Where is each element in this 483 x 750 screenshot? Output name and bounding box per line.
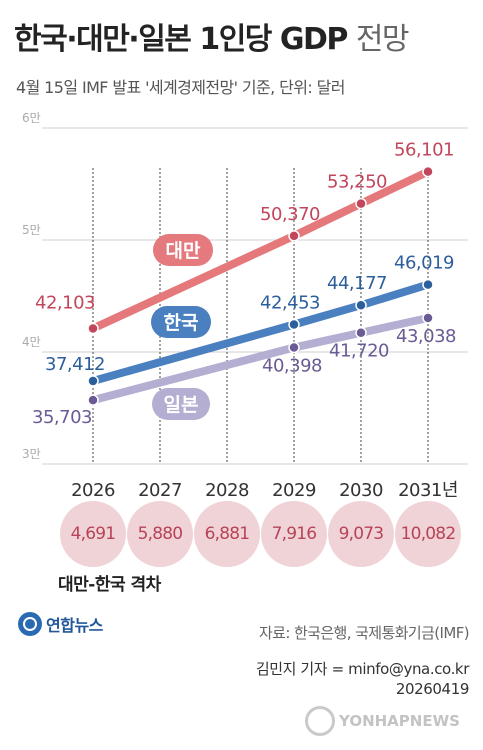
data-point-일본 — [355, 326, 367, 339]
gap-value-label: 9,073 — [338, 524, 384, 544]
y-tick-label: 3만 — [22, 447, 41, 461]
series-line-한국 — [89, 280, 432, 385]
gap-value-label: 5,880 — [137, 524, 183, 544]
legend-label-일본: 일본 — [164, 394, 199, 416]
byline: 김민지 기자 = minfo@yna.co.kr 20260419 — [255, 659, 470, 699]
gap-circle — [261, 501, 327, 567]
series-line-일본 — [89, 313, 432, 405]
legend-pill-대만 — [153, 234, 213, 266]
series-line-대만 — [89, 167, 432, 333]
chart-subtitle: 4월 15일 IMF 발표 '세계경제전망' 기준, 단위: 달러 — [16, 78, 345, 97]
data-label-일본: 40,398 — [262, 356, 322, 377]
title-suffix: 전망 — [355, 22, 410, 57]
data-point-한국 — [355, 299, 367, 311]
data-point-한국 — [422, 278, 434, 291]
data-label-한국: 42,453 — [260, 293, 320, 314]
gap-circle — [127, 501, 193, 567]
x-tick-label: 2028 — [205, 480, 249, 501]
watermark: YONHAPNEWS — [305, 706, 460, 736]
yonhap-logo: 연합뉴스 — [18, 612, 103, 636]
y-tick-label: 4만 — [22, 335, 41, 349]
data-point-일본 — [288, 341, 300, 354]
y-tick-label: 5만 — [22, 223, 41, 237]
watermark-logo-icon — [305, 706, 335, 736]
byline-date: 20260419 — [395, 680, 470, 698]
chart-title: 한국·대만·일본 1인당 GDP 전망 — [14, 14, 410, 58]
legend-label-한국: 한국 — [164, 312, 199, 334]
data-point-대만 — [87, 322, 99, 335]
line-chart: 3만 4만 5만 6만 2026 2027 2028 2029 2030 2031년 42,103 5… — [22, 111, 468, 501]
data-label-대만: 53,250 — [327, 172, 387, 193]
data-label-대만: 50,370 — [260, 204, 320, 225]
data-label-일본: 41,720 — [329, 341, 389, 362]
x-tick-label: 2026 — [71, 480, 115, 501]
gap-value-label: 7,916 — [271, 524, 317, 544]
x-tick-label: 2027 — [138, 480, 182, 501]
data-label-일본: 43,038 — [396, 326, 456, 347]
data-point-대만 — [355, 197, 367, 210]
data-label-대만: 56,101 — [394, 140, 454, 161]
byline-author: 김민지 기자 = minfo@yna.co.kr — [255, 660, 470, 678]
data-label-한국: 37,412 — [45, 354, 105, 375]
data-label-일본: 35,703 — [32, 407, 92, 428]
data-point-일본 — [87, 394, 99, 406]
data-point-한국 — [288, 318, 300, 331]
gap-value-label: 6,881 — [204, 524, 250, 544]
data-point-대만 — [422, 165, 434, 178]
source-note: 자료: 한국은행, 국제통화기금(IMF) — [258, 624, 470, 642]
title-main: 한국·대만·일본 1인당 GDP — [14, 22, 348, 57]
data-point-한국 — [87, 375, 99, 387]
gap-value-label: 10,082 — [400, 524, 456, 544]
gap-value-label: 4,691 — [70, 524, 116, 544]
data-label-한국: 44,177 — [327, 273, 387, 294]
gap-circle — [194, 501, 260, 567]
x-tick-label: 2029 — [272, 480, 316, 501]
data-label-대만: 42,103 — [35, 292, 95, 313]
gap-title: 대만-한국 격차 — [58, 575, 161, 595]
y-tick-label: 6만 — [22, 111, 41, 125]
watermark-text: YONHAPNEWS — [339, 712, 460, 730]
data-point-일본 — [422, 312, 434, 324]
gap-circle — [328, 501, 394, 567]
data-point-대만 — [288, 230, 300, 242]
data-label-한국: 46,019 — [394, 253, 454, 274]
legend-label-대만: 대만 — [166, 240, 201, 262]
x-tick-label: 2030 — [339, 480, 383, 501]
legend-pill-한국 — [151, 306, 211, 338]
gap-circle — [60, 501, 126, 567]
x-tick-label: 2031년 — [398, 480, 458, 501]
yonhap-logo-icon — [18, 612, 42, 636]
logo-text: 연합뉴스 — [46, 616, 103, 635]
legend-pill-일본 — [152, 388, 210, 420]
gap-circle — [395, 501, 461, 567]
